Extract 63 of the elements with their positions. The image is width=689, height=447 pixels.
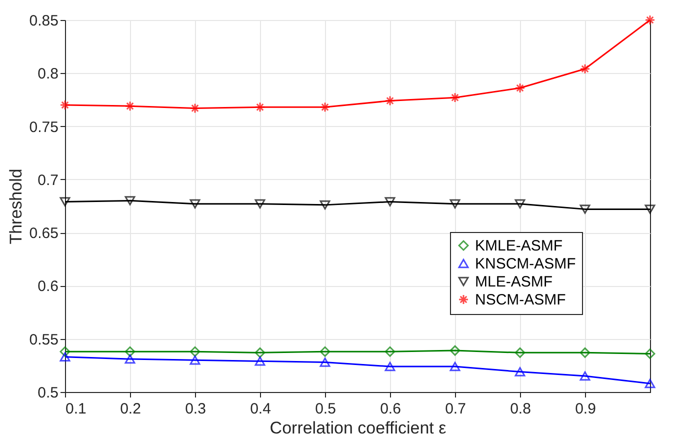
point — [124, 346, 136, 357]
point — [320, 346, 330, 357]
x-axis-title: Correlation coefficient ε — [270, 418, 447, 438]
point — [644, 14, 656, 26]
point — [580, 347, 590, 358]
point — [644, 378, 656, 388]
point — [644, 348, 656, 359]
point — [124, 100, 136, 112]
point — [580, 371, 590, 381]
y-tick-label: 0.55 — [29, 331, 58, 348]
legend-label: KNSCM-ASMF — [475, 256, 576, 272]
y-tick-label: 0.8 — [38, 66, 58, 83]
point — [644, 204, 656, 214]
legend-label: MLE-ASMF — [475, 274, 553, 290]
x-tick-label: 0.1 — [66, 400, 86, 418]
x-tick-label: 0.4 — [250, 400, 271, 418]
point — [190, 346, 200, 357]
y-tick-label: 0.85 — [29, 12, 58, 30]
point — [254, 347, 266, 358]
point — [254, 356, 266, 366]
point — [450, 92, 460, 103]
y-axis-title: Threshold — [6, 168, 26, 244]
point — [514, 199, 526, 208]
y-tick-label: 0.65 — [29, 225, 58, 242]
point — [514, 367, 526, 376]
point — [450, 362, 460, 372]
x-tick-label: 0.9 — [575, 400, 596, 418]
x-tick-label: 0.6 — [380, 400, 401, 418]
legend-label: KMLE-ASMF — [475, 238, 563, 254]
point — [124, 354, 136, 364]
point — [580, 204, 590, 214]
point — [320, 102, 330, 112]
point — [60, 197, 70, 206]
y-tick-label: 0.5 — [38, 384, 58, 402]
x-tick-label: 0.2 — [120, 400, 141, 418]
y-tick-label: 0.6 — [38, 278, 58, 296]
point — [60, 352, 70, 362]
x-tick-label: 0.3 — [185, 400, 206, 418]
point — [450, 345, 460, 356]
x-tick-label: 0.7 — [445, 400, 466, 418]
point — [384, 362, 396, 372]
point — [254, 199, 266, 208]
point — [190, 199, 200, 208]
x-tick-label: 0.8 — [510, 400, 531, 418]
point — [320, 200, 330, 210]
point — [190, 102, 200, 114]
y-tick-label: 0.75 — [29, 118, 58, 136]
point — [190, 355, 200, 365]
point — [384, 96, 396, 106]
point — [514, 347, 526, 358]
point — [514, 82, 526, 94]
point — [450, 199, 460, 208]
y-tick-label: 0.7 — [38, 172, 58, 189]
point — [60, 100, 70, 110]
point — [384, 346, 396, 357]
legend-label: NSCM-ASMF — [475, 292, 566, 308]
point — [124, 196, 136, 206]
point — [320, 358, 330, 367]
point — [580, 64, 590, 74]
point — [384, 197, 396, 206]
point — [60, 346, 70, 357]
x-tick-label: 0.5 — [315, 400, 336, 418]
point — [254, 102, 266, 112]
